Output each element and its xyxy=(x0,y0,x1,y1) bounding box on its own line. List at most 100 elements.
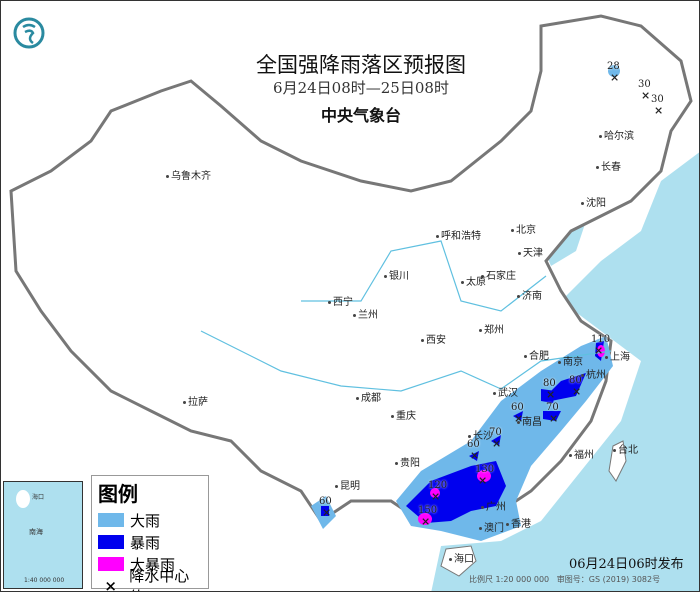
rain-center-value: 30 xyxy=(638,79,651,90)
scale-text: 比例尺 1:20 000 000 xyxy=(469,575,550,584)
cross-icon: × xyxy=(470,449,480,462)
rainstorm-area xyxy=(491,435,501,446)
city-label: 成都 xyxy=(356,389,381,404)
approval-text: 审图号：GS (2019) 3082号 xyxy=(556,575,661,584)
city-label: 上海 xyxy=(605,348,630,363)
city-label: 香港 xyxy=(506,515,531,530)
cross-icon: × xyxy=(572,385,582,398)
city-label: 澳门 xyxy=(479,519,504,534)
legend-item: 大雨 xyxy=(98,509,202,531)
rain-center-value: 120 xyxy=(428,480,448,491)
rain-center-value: 130 xyxy=(475,464,495,475)
city-label: 郑州 xyxy=(479,321,504,336)
rain-center-value: 70 xyxy=(546,402,559,413)
city-label: 台北 xyxy=(613,441,638,456)
inset-island xyxy=(16,490,30,508)
cross-icon: × xyxy=(421,515,431,528)
city-label: 南昌 xyxy=(517,413,542,428)
heavy-rainstorm-area xyxy=(418,513,432,525)
heavy-rainstorm-area xyxy=(597,345,605,357)
forecast-period: 6月24日08时—25日08时 xyxy=(273,79,449,97)
cross-icon: × xyxy=(104,577,117,592)
legend-label: 降水中心值 xyxy=(129,567,190,591)
rain-center-value: 60 xyxy=(319,496,332,507)
rain-center-value: 30 xyxy=(651,94,664,105)
city-label: 广州 xyxy=(481,498,506,513)
rain-center-value: 60 xyxy=(467,439,480,450)
city-label: 昆明 xyxy=(335,477,360,492)
city-label: 拉萨 xyxy=(183,393,208,408)
publish-time: 06月24日06时发布 xyxy=(569,557,684,572)
cross-icon: × xyxy=(546,388,556,401)
legend: 图例 大雨 暴雨 大暴雨 × 降水中心值 xyxy=(91,475,209,592)
cross-icon: × xyxy=(492,437,502,450)
rainstorm-area xyxy=(541,389,556,403)
rainstorm-area xyxy=(321,506,329,516)
heavy-rainstorm-area xyxy=(430,488,440,498)
city-label: 合肥 xyxy=(524,347,549,362)
cross-icon: × xyxy=(610,71,620,84)
cross-icon: × xyxy=(641,89,651,102)
rain-center-value: 60 xyxy=(511,402,524,413)
yangtze-river xyxy=(200,330,612,392)
legend-swatch xyxy=(98,557,124,571)
legend-label: 大暴雨 xyxy=(130,555,176,574)
city-label: 太原 xyxy=(461,273,486,288)
scale-approval: 比例尺 1:20 000 000 审图号：GS (2019) 3082号 xyxy=(469,574,660,585)
city-label: 杭州 xyxy=(581,366,606,381)
rainstorm-area xyxy=(543,411,561,421)
cross-icon: × xyxy=(549,412,559,425)
rain-center-value: 110 xyxy=(591,334,611,345)
south-china-sea-inset: 海口 南海 1:40 000 000 xyxy=(3,481,83,589)
legend-item: × 降水中心值 xyxy=(98,567,202,592)
legend-label: 大雨 xyxy=(130,511,161,530)
cross-icon: × xyxy=(654,104,664,117)
city-label: 西宁 xyxy=(328,293,353,308)
sea-area xyxy=(431,152,699,591)
city-label: 兰州 xyxy=(353,306,378,321)
city-label: 济南 xyxy=(517,287,542,302)
cross-icon: × xyxy=(322,506,332,519)
legend-title: 图例 xyxy=(98,482,138,506)
rainstorm-area xyxy=(546,373,586,401)
legend-label: 暴雨 xyxy=(130,533,161,552)
city-label: 石家庄 xyxy=(481,267,516,282)
rain-center-value: 150 xyxy=(418,505,438,516)
city-label: 长春 xyxy=(596,158,621,173)
city-label: 海口 xyxy=(449,550,474,565)
city-label: 天津 xyxy=(518,244,543,259)
city-label: 乌鲁木齐 xyxy=(166,167,211,182)
cross-icon: × xyxy=(514,412,524,425)
legend-swatch xyxy=(98,513,124,527)
city-label: 重庆 xyxy=(391,407,416,422)
rain-center-value: 80 xyxy=(543,378,556,389)
heavy-rainstorm-area xyxy=(477,470,491,482)
city-label: 福州 xyxy=(569,446,594,461)
city-label: 武汉 xyxy=(493,384,518,399)
rain-center-value: 28 xyxy=(607,61,620,72)
map-title: 全国强降雨落区预报图 xyxy=(256,53,466,77)
legend-item: 大暴雨 xyxy=(98,553,202,575)
inset-scale: 1:40 000 000 xyxy=(24,577,65,584)
issuer: 中央气象台 xyxy=(320,106,401,125)
cross-icon: × xyxy=(431,490,441,503)
cross-icon: × xyxy=(594,344,604,357)
cross-icon: × xyxy=(478,474,488,487)
inset-label: 南海 xyxy=(29,528,43,536)
rainstorm-area xyxy=(469,451,479,461)
city-label: 银川 xyxy=(384,267,409,282)
cma-logo-icon xyxy=(13,17,45,49)
legend-swatch xyxy=(98,535,124,549)
city-label: 呼和浩特 xyxy=(436,227,481,242)
city-label: 沈阳 xyxy=(581,194,606,209)
city-label: 南京 xyxy=(558,353,583,368)
rain-center-value: 80 xyxy=(569,375,582,386)
city-label: 贵阳 xyxy=(395,454,420,469)
inset-label: 海口 xyxy=(32,494,45,501)
city-label: 长沙 xyxy=(468,427,493,442)
city-label: 西安 xyxy=(421,331,446,346)
legend-item: 暴雨 xyxy=(98,531,202,553)
rain-center-value: 70 xyxy=(489,427,502,438)
